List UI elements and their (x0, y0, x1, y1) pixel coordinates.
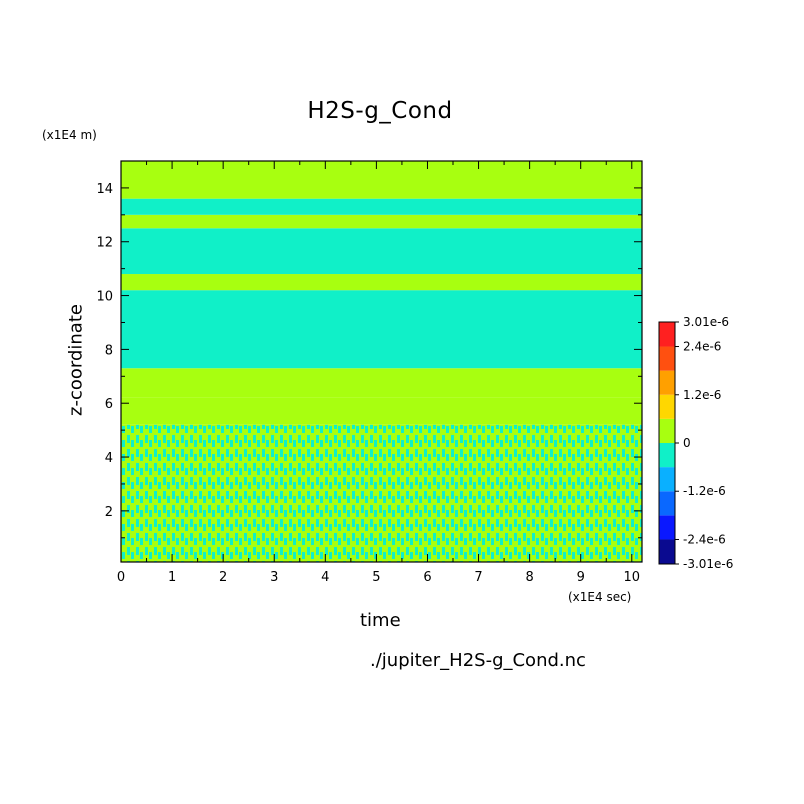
colorbar-segment (659, 418, 675, 443)
y-tick-label: 12 (96, 236, 113, 251)
colorbar-segment (659, 467, 675, 492)
y-tick-label: 2 (105, 505, 113, 520)
heatmap-band-0 (121, 424, 642, 562)
colorbar-tick-label: -1.2e-6 (683, 484, 726, 498)
colorbar-tick-label: 3.01e-6 (683, 315, 729, 329)
plot-frame (120, 160, 643, 563)
x-tick-label: 9 (577, 570, 585, 585)
heatmap-bands (121, 161, 642, 562)
heatmap-band-8 (121, 161, 642, 199)
colorbar-tick-label: 1.2e-6 (683, 388, 721, 402)
x-tick-label: 10 (624, 570, 641, 585)
colorbar-segment (659, 515, 675, 540)
colorbar-tick-label: -2.4e-6 (683, 532, 726, 546)
chart-title: H2S-g_Cond (307, 98, 453, 124)
colorbar-segment (659, 539, 675, 564)
heatmap-band-6 (121, 214, 642, 229)
y-tick-label: 4 (105, 451, 113, 466)
heatmap-band-7 (121, 198, 642, 215)
x-tick-label: 2 (219, 570, 227, 585)
heatmap-band-5 (121, 228, 642, 275)
y-axis-unit: (x1E4 m) (42, 128, 97, 142)
colorbar-segment (659, 322, 675, 347)
plot-border (120, 160, 643, 563)
colorbar-segment (659, 370, 675, 395)
colorbar: 3.01e-6 2.4e-6 1.2e-6 0 -1.2e-6 -2.4e-6 -3.01e… (658, 315, 733, 571)
colorbar-segment (659, 443, 675, 468)
x-tick-label: 1 (168, 570, 176, 585)
source-file-label: ./jupiter_H2S-g_Cond.nc (370, 650, 586, 671)
y-axis-ticks: 2 4 6 8 10 12 14 (96, 182, 642, 539)
colorbar-tick-label: -3.01e-6 (683, 557, 733, 571)
colorbar-segment (659, 491, 675, 516)
x-tick-label: 4 (321, 570, 329, 585)
x-tick-label: 0 (117, 570, 125, 585)
heatmap-band-3 (121, 290, 642, 369)
x-tick-label: 8 (525, 570, 533, 585)
x-tick-label: 7 (474, 570, 482, 585)
x-tick-label: 5 (372, 570, 380, 585)
colorbar-segment (659, 394, 675, 419)
heatmap-band-4 (121, 274, 642, 291)
colorbar-tick-label: 0 (683, 436, 691, 450)
y-tick-label: 6 (105, 397, 113, 412)
x-tick-label: 6 (423, 570, 431, 585)
x-axis-label: time (360, 610, 401, 631)
x-axis-ticks: 0 1 2 3 4 5 6 7 8 9 10 (117, 161, 640, 585)
y-tick-label: 8 (105, 343, 113, 358)
y-tick-label: 10 (96, 290, 113, 305)
x-tick-label: 3 (270, 570, 278, 585)
heatmap-band-1 (121, 397, 642, 425)
x-axis-unit: (x1E4 sec) (568, 590, 632, 604)
heatmap-band-2 (121, 368, 642, 398)
colorbar-segment (659, 346, 675, 371)
colorbar-tick-label: 2.4e-6 (683, 340, 721, 354)
y-tick-label: 14 (96, 182, 113, 197)
